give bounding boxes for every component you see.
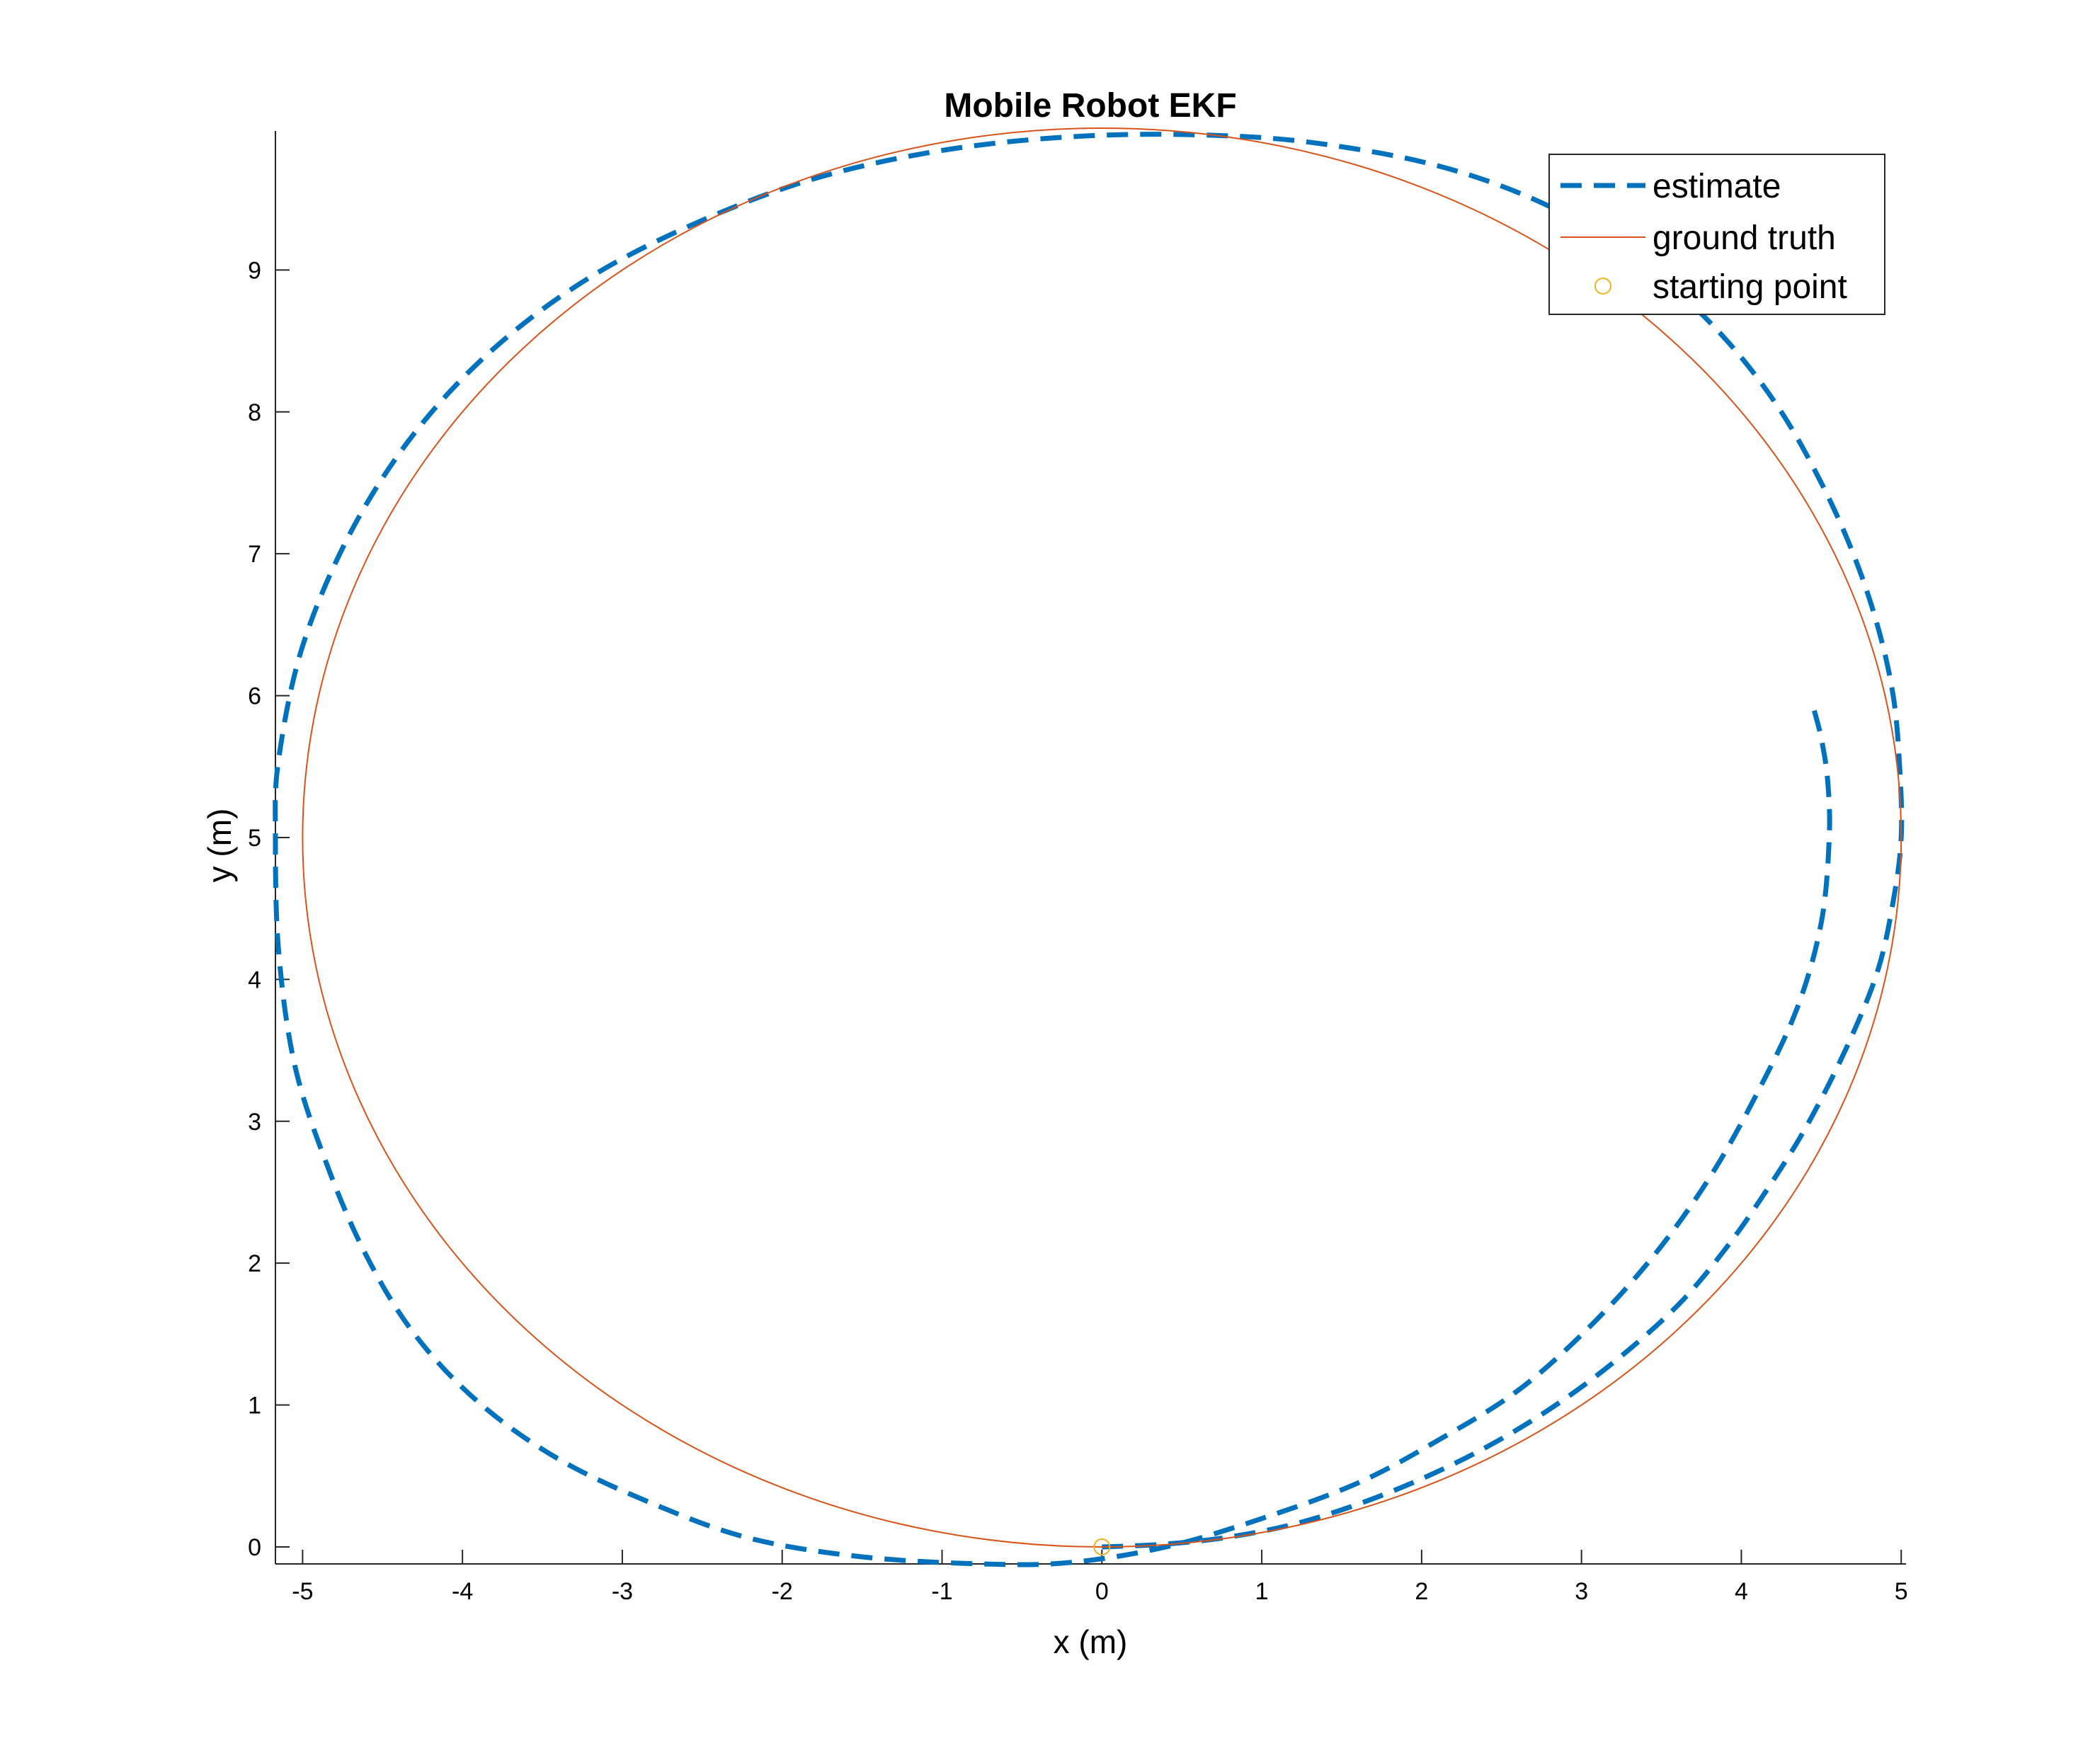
- series-estimate: [273, 132, 1905, 1567]
- x-tick-label: 1: [1255, 1578, 1269, 1605]
- y-tick-label: 8: [248, 399, 261, 426]
- series-ground-truth: [302, 127, 1902, 1548]
- x-tick-label: -4: [452, 1578, 473, 1605]
- legend-swatch-starting-point: [1594, 278, 1611, 295]
- x-tick-label: 3: [1575, 1578, 1588, 1605]
- y-tick-label: 0: [248, 1534, 261, 1561]
- starting-point-marker: [1093, 1538, 1111, 1555]
- y-tick-label: 3: [248, 1109, 261, 1136]
- x-tick-label: -1: [931, 1578, 952, 1605]
- y-tick-label: 7: [248, 541, 261, 568]
- y-tick-label: 1: [248, 1393, 261, 1419]
- x-tick-label: 2: [1415, 1578, 1428, 1605]
- x-tick-label: 5: [1895, 1578, 1908, 1605]
- legend-label: starting point: [1653, 268, 1847, 306]
- series-layer: [273, 127, 1905, 1567]
- y-tick-label: 2: [248, 1250, 261, 1277]
- legend-box: [1548, 154, 1885, 315]
- y-tick-label: 9: [248, 257, 261, 284]
- x-tick-label: 4: [1735, 1578, 1748, 1605]
- x-tick-label: -3: [612, 1578, 633, 1605]
- x-tick-label: 0: [1095, 1578, 1109, 1605]
- legend-label: ground truth: [1653, 219, 1836, 257]
- y-tick-label: 6: [248, 683, 261, 710]
- y-axis-label: y (m): [201, 809, 238, 883]
- legend-label: estimate: [1653, 168, 1781, 205]
- x-tick-label: -5: [292, 1578, 313, 1605]
- y-tick-label: 4: [248, 966, 261, 993]
- legend: estimate ground truth starting point: [1548, 154, 1885, 315]
- y-tick-label: 5: [248, 825, 261, 852]
- chart-title: Mobile Robot EKF: [944, 87, 1236, 125]
- x-axis-label: x (m): [1054, 1623, 1128, 1660]
- x-tick-label: -2: [772, 1578, 793, 1605]
